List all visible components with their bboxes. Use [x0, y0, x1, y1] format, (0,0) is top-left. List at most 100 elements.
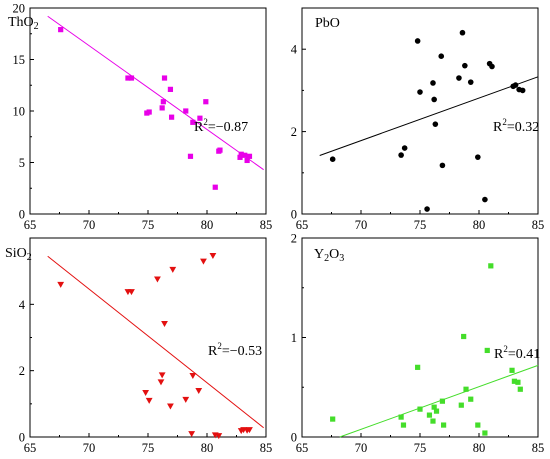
y-tick-label: 4 [291, 43, 298, 57]
data-point [519, 87, 526, 94]
panel-title: SiO2 [5, 246, 32, 263]
trend-line [339, 364, 539, 438]
data-point [212, 184, 218, 190]
r2-value: =0.32 [507, 120, 539, 135]
title-subscript: 3 [339, 253, 344, 264]
r-squared-label: R2=0.32 [493, 117, 539, 135]
x-tick-label: 70 [355, 441, 368, 455]
data-point [190, 119, 196, 125]
data-point [430, 80, 436, 86]
y-tick-label: 1 [291, 331, 297, 345]
r2-superscript: 2 [217, 341, 222, 351]
r2-superscript: 2 [203, 117, 208, 127]
data-point [161, 320, 168, 327]
y-tick-label: 20 [13, 2, 26, 16]
data-point [182, 396, 190, 403]
x-tick-label: 70 [83, 218, 96, 232]
data-point [515, 379, 521, 385]
data-point [203, 99, 209, 105]
data-point [246, 427, 253, 434]
data-point [188, 431, 196, 438]
y-tick-label: 10 [13, 105, 26, 119]
data-point [146, 109, 152, 115]
y-tick-label: 2 [291, 125, 297, 139]
data-point [169, 114, 175, 120]
x-tick-label: 85 [532, 218, 545, 232]
y-tick-label: 15 [13, 53, 26, 67]
r-squared-label: R2=−0.53 [208, 341, 262, 359]
x-tick-label: 75 [142, 218, 155, 232]
data-point [475, 422, 481, 428]
data-point [484, 347, 490, 354]
title-subscript: 2 [27, 252, 32, 263]
y-tick-label: 0 [291, 208, 297, 222]
data-point [145, 397, 153, 404]
title-main: Y [314, 247, 324, 262]
data-point [488, 263, 494, 269]
data-point [463, 386, 469, 392]
y-tick-label: 2 [291, 232, 297, 246]
data-point [330, 416, 336, 422]
x-tick-label: 85 [260, 441, 273, 455]
plot-frame [29, 237, 267, 438]
data-point [417, 406, 423, 412]
y-tick-label: 4 [19, 298, 26, 312]
data-point [431, 404, 437, 410]
data-point [456, 75, 462, 81]
data-point [142, 389, 150, 396]
data-point [462, 62, 468, 69]
x-tick-label: 65 [24, 218, 37, 232]
y-tick-label: 0 [291, 431, 297, 445]
data-point [431, 96, 437, 103]
trend-line [319, 76, 539, 156]
title-main: ThO [8, 15, 34, 30]
data-point [398, 414, 404, 420]
x-tick-label: 80 [201, 218, 214, 232]
r2-letter: R [493, 120, 503, 135]
data-point [215, 433, 223, 440]
title-subscript: 2 [34, 21, 39, 32]
data-point [167, 86, 174, 92]
trend-line [47, 15, 264, 171]
r2-value: =0.41 [508, 347, 540, 362]
title-subscript: 2 [324, 253, 329, 264]
x-tick-label: 70 [83, 441, 96, 455]
data-point [467, 79, 474, 85]
r2-letter: R [208, 344, 218, 359]
panel-title: PbO [315, 16, 340, 31]
data-point [159, 105, 165, 111]
data-point [128, 289, 135, 296]
data-point [169, 266, 177, 273]
x-tick-label: 65 [296, 218, 309, 232]
data-point [238, 151, 244, 157]
x-tick-label: 80 [201, 441, 214, 455]
data-point [459, 29, 466, 36]
data-point [200, 258, 207, 265]
plot-frame [301, 7, 539, 215]
data-point [438, 53, 445, 60]
y-tick-label: 5 [19, 156, 25, 170]
data-point [125, 75, 131, 81]
data-point [167, 403, 174, 410]
data-point [415, 364, 421, 370]
data-point [189, 373, 197, 380]
data-point [441, 422, 447, 428]
data-point [183, 108, 189, 114]
title-tail: O [329, 247, 339, 262]
data-point [461, 333, 467, 340]
data-point [128, 75, 135, 81]
x-tick-label: 85 [260, 218, 273, 232]
x-tick-label: 80 [473, 441, 486, 455]
data-point [424, 206, 430, 212]
r2-letter: R [194, 120, 204, 135]
data-point [433, 408, 440, 414]
data-point [517, 386, 523, 392]
data-point [511, 378, 517, 384]
data-point [329, 156, 336, 163]
data-point [57, 281, 65, 288]
data-point [157, 379, 165, 386]
